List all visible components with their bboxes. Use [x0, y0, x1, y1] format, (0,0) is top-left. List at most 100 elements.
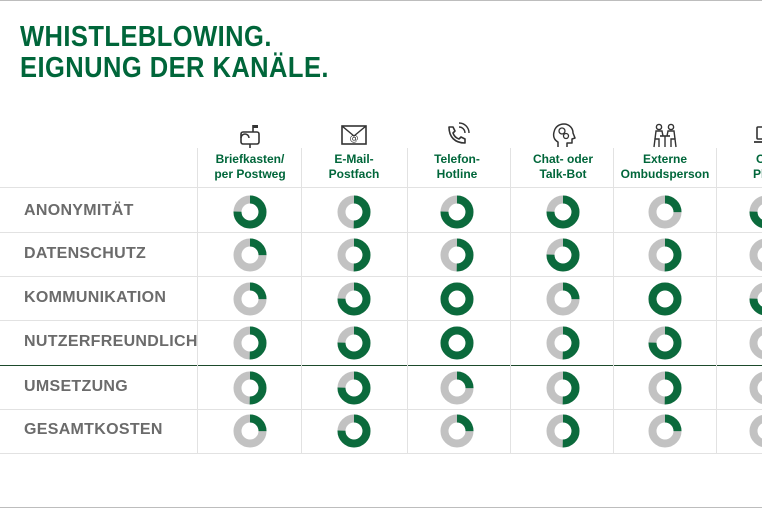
donut-fill [546, 282, 580, 316]
donut-fill [648, 238, 682, 272]
rating-donut [337, 414, 371, 448]
donut-track [749, 238, 762, 272]
column-header-line-1: E-Mail- [334, 152, 374, 166]
column-header-line-1: Telefon- [434, 152, 480, 166]
column-header-line-2: Platt [752, 167, 762, 181]
donut-fill [648, 282, 682, 316]
donut-fill [337, 414, 371, 448]
rating-donut [233, 414, 267, 448]
phone-icon [443, 121, 471, 149]
donut-track [749, 371, 762, 405]
rating-donut [749, 195, 762, 229]
rating-donut [749, 371, 762, 405]
row-label: UMSETZUNG [24, 378, 129, 395]
rating-donut [440, 195, 474, 229]
donut-fill [337, 282, 371, 316]
donut-fill [440, 238, 474, 272]
donut-fill [233, 414, 267, 448]
donut-fill [546, 371, 580, 405]
donut-fill [233, 371, 267, 405]
column-divider [510, 148, 511, 453]
donut-fill [440, 371, 474, 405]
title-line-2: EIGNUNG DER KANÄLE. [20, 52, 329, 84]
meeting-icon [651, 121, 679, 149]
donut-fill [440, 282, 474, 316]
row-divider [0, 232, 762, 233]
row-divider [0, 365, 762, 366]
column-header-line-2: per Postweg [214, 167, 286, 181]
rating-donut [648, 414, 682, 448]
rating-donut [546, 371, 580, 405]
title-line-1: WHISTLEBLOWING. [20, 21, 272, 53]
donut-fill [749, 195, 762, 229]
brain-gear-icon [549, 121, 577, 149]
column-divider [716, 148, 717, 453]
rating-donut [546, 326, 580, 360]
column-header: Externe Ombudsperson [613, 152, 717, 182]
donut-fill [648, 195, 682, 229]
column-divider [613, 148, 614, 453]
donut-track [749, 414, 762, 448]
rating-donut [749, 238, 762, 272]
rating-donut [440, 326, 474, 360]
rating-donut [546, 414, 580, 448]
rating-donut [648, 238, 682, 272]
donut-fill [233, 195, 267, 229]
rating-donut [648, 326, 682, 360]
donut-fill [440, 414, 474, 448]
donut-fill [440, 195, 474, 229]
rating-donut [648, 371, 682, 405]
row-divider [0, 276, 762, 277]
donut-fill [440, 326, 474, 360]
column-header-line-1: Externe [642, 152, 688, 166]
rating-donut [233, 282, 267, 316]
donut-fill [648, 414, 682, 448]
donut-fill [648, 326, 682, 360]
rating-donut [749, 282, 762, 316]
donut-fill [546, 238, 580, 272]
rating-donut [749, 414, 762, 448]
rating-donut [648, 195, 682, 229]
donut-fill [337, 371, 371, 405]
row-divider [0, 409, 762, 410]
rating-donut [440, 414, 474, 448]
email-icon: @ [340, 121, 368, 149]
column-header-line-1: Onl [756, 152, 762, 166]
donut-fill [546, 195, 580, 229]
donut-fill [749, 282, 762, 316]
rating-donut [233, 195, 267, 229]
donut-fill [337, 326, 371, 360]
rating-donut [337, 282, 371, 316]
rating-donut [233, 371, 267, 405]
rating-donut [440, 282, 474, 316]
column-header: Chat- oder Talk-Bot [511, 152, 615, 182]
rating-donut [337, 371, 371, 405]
rating-donut [546, 282, 580, 316]
column-header-line-2: Ombudsperson [620, 167, 710, 181]
rating-donut [546, 195, 580, 229]
row-label: GESAMTKOSTEN [24, 421, 163, 438]
row-label: DATENSCHUTZ [24, 245, 147, 262]
column-header: Telefon- Hotline [405, 152, 509, 182]
rating-donut [648, 282, 682, 316]
column-header-line-2: Talk-Bot [539, 167, 587, 181]
donut-fill [233, 238, 267, 272]
page-title: WHISTLEBLOWING. EIGNUNG DER KANÄLE. [20, 22, 329, 84]
rating-donut [337, 238, 371, 272]
donut-track [749, 326, 762, 360]
rating-donut [337, 326, 371, 360]
column-header-line-1: Briefkasten/ [215, 152, 285, 166]
laptop-icon [752, 121, 762, 149]
row-label: ANONYMITÄT [24, 202, 134, 219]
row-divider [0, 453, 762, 454]
rating-donut [749, 326, 762, 360]
row-divider [0, 320, 762, 321]
donut-fill [546, 414, 580, 448]
column-header-line-2: Postfach [328, 167, 380, 181]
rating-donut [440, 238, 474, 272]
column-divider [407, 148, 408, 453]
column-header-line-2: Hotline [436, 167, 478, 181]
rating-donut [440, 371, 474, 405]
mailbox-icon [236, 121, 264, 149]
